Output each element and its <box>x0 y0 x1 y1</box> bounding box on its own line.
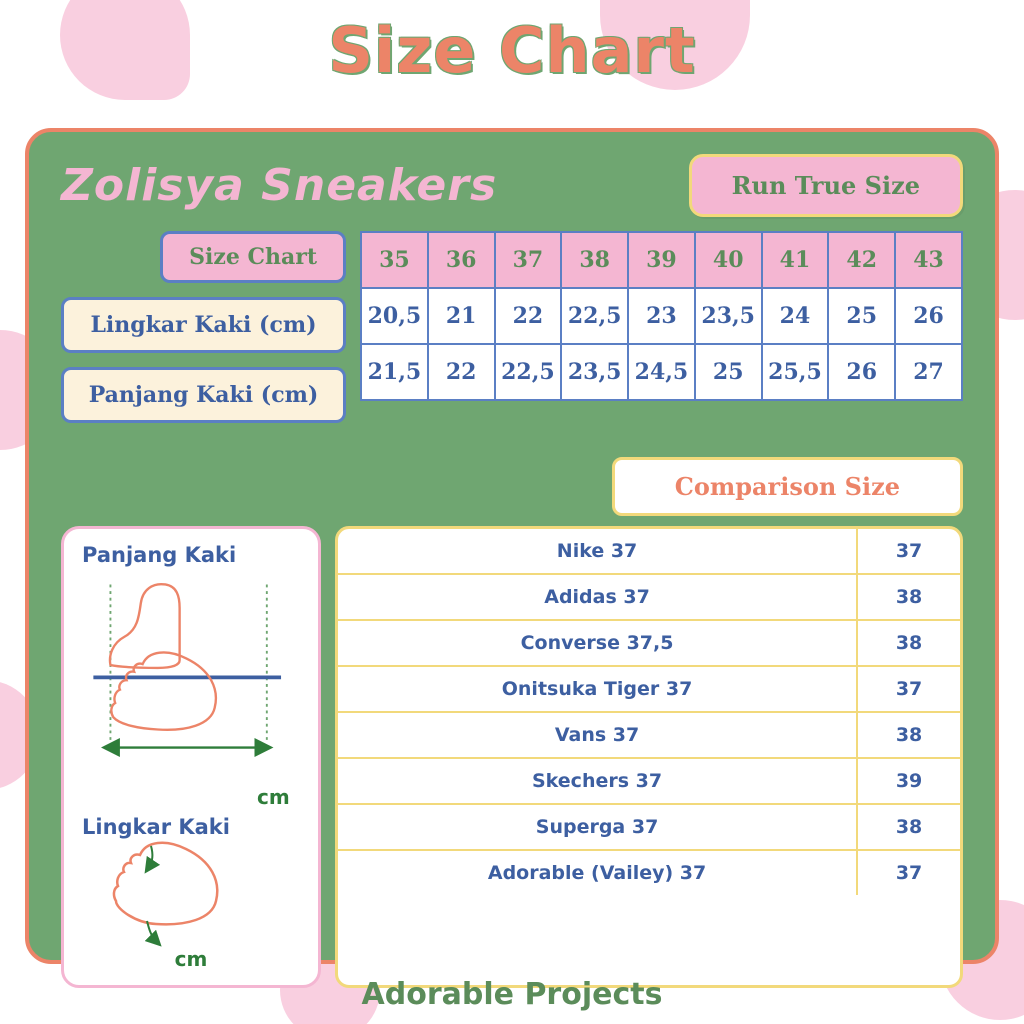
comparison-value-2: 38 <box>857 620 960 666</box>
panjang-kaki-cell-3: 23,5 <box>561 344 628 400</box>
size-header-cell-5: 40 <box>695 232 762 288</box>
comparison-brand-4: Vans 37 <box>338 712 857 758</box>
comparison-row: Superga 37 38 <box>338 804 960 850</box>
comparison-value-7: 37 <box>857 850 960 895</box>
size-header-cell-6: 41 <box>762 232 829 288</box>
comparison-value-5: 39 <box>857 758 960 804</box>
comparison-brand-1: Adidas 37 <box>338 574 857 620</box>
size-header-cell-3: 38 <box>561 232 628 288</box>
size-header-cell-4: 39 <box>628 232 695 288</box>
comparison-value-1: 38 <box>857 574 960 620</box>
comparison-row: Adidas 37 38 <box>338 574 960 620</box>
lingkar-kaki-cell-8: 26 <box>895 288 962 344</box>
comparison-value-3: 37 <box>857 666 960 712</box>
brand-title: Zolisya Sneakers <box>61 160 497 211</box>
comparison-row: Skechers 37 39 <box>338 758 960 804</box>
comparison-size-table: Nike 37 37 Adidas 37 38 Converse 37,5 38… <box>335 526 963 988</box>
panjang-kaki-cell-5: 25 <box>695 344 762 400</box>
footer-brand-text: Adorable Projects <box>0 977 1024 1012</box>
lingkar-kaki-cell-6: 24 <box>762 288 829 344</box>
size-header-cell-8: 43 <box>895 232 962 288</box>
size-header-cell-1: 36 <box>428 232 495 288</box>
size-chart-tab-label: Size Chart <box>160 231 346 283</box>
lingkar-kaki-cell-3: 22,5 <box>561 288 628 344</box>
comparison-brand-7: Adorable (Vailey) 37 <box>338 850 857 895</box>
lingkar-kaki-cell-7: 25 <box>828 288 895 344</box>
lingkar-kaki-cell-4: 23 <box>628 288 695 344</box>
lingkar-kaki-cell-5: 23,5 <box>695 288 762 344</box>
panjang-kaki-diagram <box>82 569 300 799</box>
comparison-row: Nike 37 37 <box>338 529 960 574</box>
comparison-brand-0: Nike 37 <box>338 529 857 574</box>
panjang-kaki-diagram-title: Panjang Kaki <box>82 543 300 567</box>
panjang-kaki-cell-6: 25,5 <box>762 344 829 400</box>
size-header-cell-2: 37 <box>495 232 562 288</box>
comparison-size-title: Comparison Size <box>612 457 963 516</box>
panjang-kaki-cell-2: 22,5 <box>495 344 562 400</box>
size-table: 35 36 37 38 39 40 41 42 43 20,5 21 22 22… <box>360 231 963 401</box>
comparison-brand-6: Superga 37 <box>338 804 857 850</box>
comparison-value-4: 38 <box>857 712 960 758</box>
comparison-row: Adorable (Vailey) 37 37 <box>338 850 960 895</box>
comparison-row: Converse 37,5 38 <box>338 620 960 666</box>
lingkar-kaki-cell-0: 20,5 <box>361 288 428 344</box>
comparison-value-0: 37 <box>857 529 960 574</box>
panjang-kaki-label: Panjang Kaki (cm) <box>61 367 346 423</box>
comparison-row: Vans 37 38 <box>338 712 960 758</box>
foot-diagram-panel: Panjang Kaki <box>61 526 321 988</box>
comparison-brand-3: Onitsuka Tiger 37 <box>338 666 857 712</box>
size-table-header-row: 35 36 37 38 39 40 41 42 43 <box>361 232 962 288</box>
panjang-kaki-cell-1: 22 <box>428 344 495 400</box>
lingkar-kaki-cell-2: 22 <box>495 288 562 344</box>
panjang-kaki-row: 21,5 22 22,5 23,5 24,5 25 25,5 26 27 <box>361 344 962 400</box>
lingkar-kaki-cell-1: 21 <box>428 288 495 344</box>
panjang-kaki-cell-8: 27 <box>895 344 962 400</box>
size-chart-card: Zolisya Sneakers Run True Size Size Char… <box>25 128 999 964</box>
lingkar-kaki-diagram <box>101 841 281 951</box>
panjang-kaki-cell-0: 21,5 <box>361 344 428 400</box>
size-header-cell-0: 35 <box>361 232 428 288</box>
comparison-row: Onitsuka Tiger 37 37 <box>338 666 960 712</box>
size-header-cell-7: 42 <box>828 232 895 288</box>
comparison-value-6: 38 <box>857 804 960 850</box>
panjang-kaki-cell-4: 24,5 <box>628 344 695 400</box>
lingkar-kaki-label: Lingkar Kaki (cm) <box>61 297 346 353</box>
comparison-brand-5: Skechers 37 <box>338 758 857 804</box>
page-title: Size Chart <box>0 14 1024 87</box>
lingkar-kaki-diagram-title: Lingkar Kaki <box>82 815 300 839</box>
run-true-size-badge: Run True Size <box>689 154 963 217</box>
panjang-kaki-cell-7: 26 <box>828 344 895 400</box>
lingkar-kaki-row: 20,5 21 22 22,5 23 23,5 24 25 26 <box>361 288 962 344</box>
comparison-brand-2: Converse 37,5 <box>338 620 857 666</box>
